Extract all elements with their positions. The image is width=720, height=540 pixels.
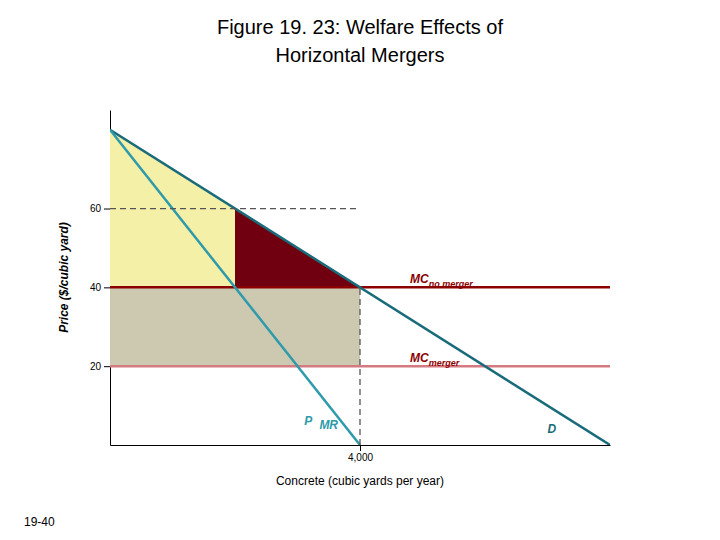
tick: 4,000 [348,445,373,463]
x-axis: 4,000 [111,445,611,463]
line-label: MCno merger [410,272,473,289]
footer: 19-40 [24,515,55,529]
dashed-line [110,208,360,209]
tick: 20 [90,361,110,372]
line-label: P [304,414,313,428]
tick-mark [104,209,110,210]
x-axis-title: Concrete (cubic yards per year) [276,474,444,488]
chart: Figure 19. 23: Welfare Effects of Horizon… [0,0,720,540]
line [110,130,360,445]
title: Figure 19. 23: Welfare Effects of [217,16,504,38]
tick-mark [360,445,361,451]
area [110,287,360,366]
line [110,365,610,368]
tick-mark [104,287,110,288]
line [110,130,610,445]
tick: 60 [90,203,110,214]
line-label-main: MC [410,272,429,286]
line-label: D [548,422,557,436]
line-label-sub: merger [429,358,460,368]
line-label: MCmerger [410,351,460,368]
line-label-sub: no merger [429,279,474,289]
tick-label: 4,000 [348,452,373,463]
line-label: MR [319,418,338,432]
tick: 40 [90,282,110,293]
tick-label: 60 [90,203,102,214]
marks [110,130,610,445]
line-label-main: MC [410,351,429,365]
y-axis-title: Price ($/cubic yard) [57,222,71,333]
tick-label: 20 [90,361,102,372]
subtitle: Horizontal Mergers [276,44,445,66]
tick-mark [104,366,110,367]
dashed-line [359,287,360,445]
plot: 4,000204060PMRDMCno mergerMCmerger [90,111,611,464]
y-axis: 20 40 60 [90,111,111,446]
tick-label: 40 [90,282,102,293]
annotations: PMRDMCno mergerMCmerger [304,272,556,436]
